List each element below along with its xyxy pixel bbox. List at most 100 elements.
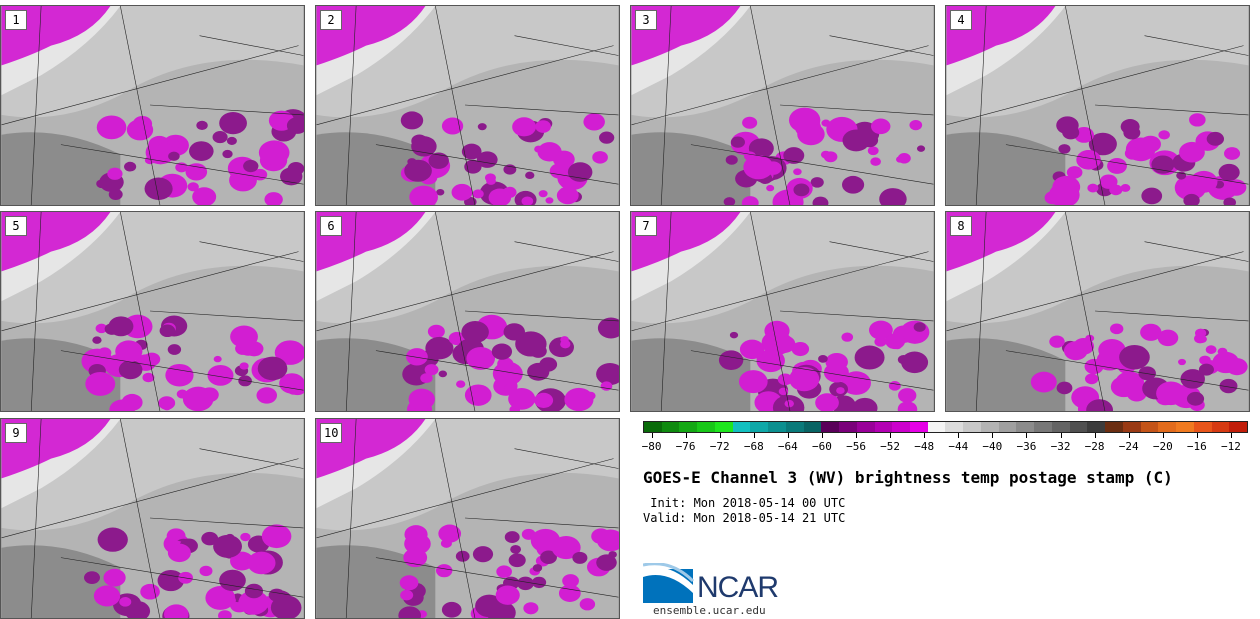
stamp-number: 5 [5, 216, 27, 236]
stamp-number: 10 [320, 423, 343, 443]
water-vapor-map [1, 6, 304, 205]
colorbar-cell [910, 422, 928, 432]
stamp-number: 7 [635, 216, 657, 236]
colorbar-cell [927, 422, 946, 432]
stamp-number: 2 [320, 10, 342, 30]
colorbar-cell [1087, 422, 1106, 432]
colorbar-cell [874, 422, 893, 432]
colorbar-cell [644, 422, 662, 432]
water-vapor-map [946, 212, 1249, 411]
colorbar-cell [856, 422, 875, 432]
stamp-panel-4: 4 [945, 5, 1250, 206]
colorbar-cell [750, 422, 769, 432]
colorbar [643, 421, 1248, 433]
colorbar-tick [1162, 433, 1164, 438]
colorbar-tick [1094, 433, 1096, 438]
colorbar-cell [1176, 422, 1194, 432]
stamp-number: 9 [5, 423, 27, 443]
colorbar-cell [679, 422, 698, 432]
colorbar-tick-label: −68 [743, 440, 764, 453]
colorbar-cell [1016, 422, 1035, 432]
colorbar-tick [924, 433, 926, 438]
colorbar-tick-label: −36 [1016, 440, 1037, 453]
colorbar-tick-label: −20 [1152, 440, 1173, 453]
stamp-panel-3: 3 [630, 5, 935, 206]
ncar-logo-icon [643, 563, 695, 603]
colorbar-tick [685, 433, 687, 438]
colorbar-tick-label: −56 [846, 440, 866, 453]
init-time: Init: Mon 2018-05-14 00 UTC [643, 496, 846, 510]
water-vapor-map [946, 6, 1249, 205]
stamp-number: 6 [320, 216, 342, 236]
valid-time: Valid: Mon 2018-05-14 21 UTC [643, 511, 846, 525]
colorbar-tick [651, 433, 653, 438]
colorbar-tick-label: −72 [709, 440, 730, 453]
colorbar-cell [1158, 422, 1177, 432]
stamp-panel-1: 1 [0, 5, 305, 206]
colorbar-cell [697, 422, 715, 432]
water-vapor-map [316, 6, 619, 205]
colorbar-tick [992, 433, 994, 438]
colorbar-cell [785, 422, 804, 432]
stamp-number: 1 [5, 10, 27, 30]
colorbar-cell [821, 422, 840, 432]
water-vapor-map [1, 212, 304, 411]
colorbar-tick [1230, 433, 1232, 438]
colorbar-cell [714, 422, 733, 432]
colorbar-cell [1229, 422, 1247, 432]
colorbar-tick-label: −60 [812, 440, 832, 453]
colorbar-cell [998, 422, 1017, 432]
colorbar-tick-label: −48 [914, 440, 935, 453]
colorbar-cell [661, 422, 680, 432]
colorbar-tick [1026, 433, 1028, 438]
colorbar-cell [1140, 422, 1159, 432]
colorbar-cell [1051, 422, 1070, 432]
water-vapor-map [1, 419, 304, 618]
colorbar-cell [839, 422, 857, 432]
colorbar-tick-label: −52 [880, 440, 901, 453]
colorbar-tick [1196, 433, 1198, 438]
colorbar-tick-label: −24 [1118, 440, 1139, 453]
stamp-panel-6: 6 [315, 211, 620, 412]
colorbar-tick-label: −32 [1050, 440, 1071, 453]
colorbar-tick-label: −12 [1221, 440, 1241, 453]
colorbar-tick [719, 433, 721, 438]
colorbar-tick [1128, 433, 1130, 438]
water-vapor-map [631, 6, 934, 205]
colorbar-tick-label: −76 [675, 440, 696, 453]
colorbar-cell [980, 422, 999, 432]
colorbar-tick-label: −64 [777, 440, 798, 453]
colorbar-cell [768, 422, 786, 432]
logo-text: NCAR [697, 571, 779, 604]
colorbar-tick-label: −44 [948, 440, 969, 453]
water-vapor-map [316, 419, 619, 618]
water-vapor-map [316, 212, 619, 411]
stamp-panel-2: 2 [315, 5, 620, 206]
colorbar-cell [1193, 422, 1212, 432]
colorbar-cell [892, 422, 911, 432]
colorbar-tick-label: −80 [641, 440, 662, 453]
colorbar-tick-label: −28 [1084, 440, 1105, 453]
colorbar-tick-label: −40 [982, 440, 1003, 453]
water-vapor-map [631, 212, 934, 411]
colorbar-ticks: −80 −76 −72 −68 −64 −60 −56 −52 −48 −44 −40 −36 −32−… [641, 433, 1248, 457]
colorbar-cell [1211, 422, 1230, 432]
colorbar-tick [856, 433, 858, 438]
logo-url: ensemble.ucar.edu [653, 604, 766, 617]
colorbar-tick [1060, 433, 1062, 438]
colorbar-tick [958, 433, 960, 438]
stamp-panel-5: 5 [0, 211, 305, 412]
colorbar-tick [753, 433, 755, 438]
colorbar-cell [945, 422, 964, 432]
colorbar-cell [1105, 422, 1123, 432]
stamp-number: 8 [950, 216, 972, 236]
colorbar-cell [1034, 422, 1052, 432]
colorbar-tick-label: −16 [1186, 440, 1207, 453]
stamp-panel-8: 8 [945, 211, 1250, 412]
colorbar-tick [890, 433, 892, 438]
colorbar-cell [732, 422, 751, 432]
stamp-panel-9: 9 [0, 418, 305, 619]
stamp-number: 3 [635, 10, 657, 30]
colorbar-cell [1122, 422, 1141, 432]
stamp-panel-7: 7 [630, 211, 935, 412]
